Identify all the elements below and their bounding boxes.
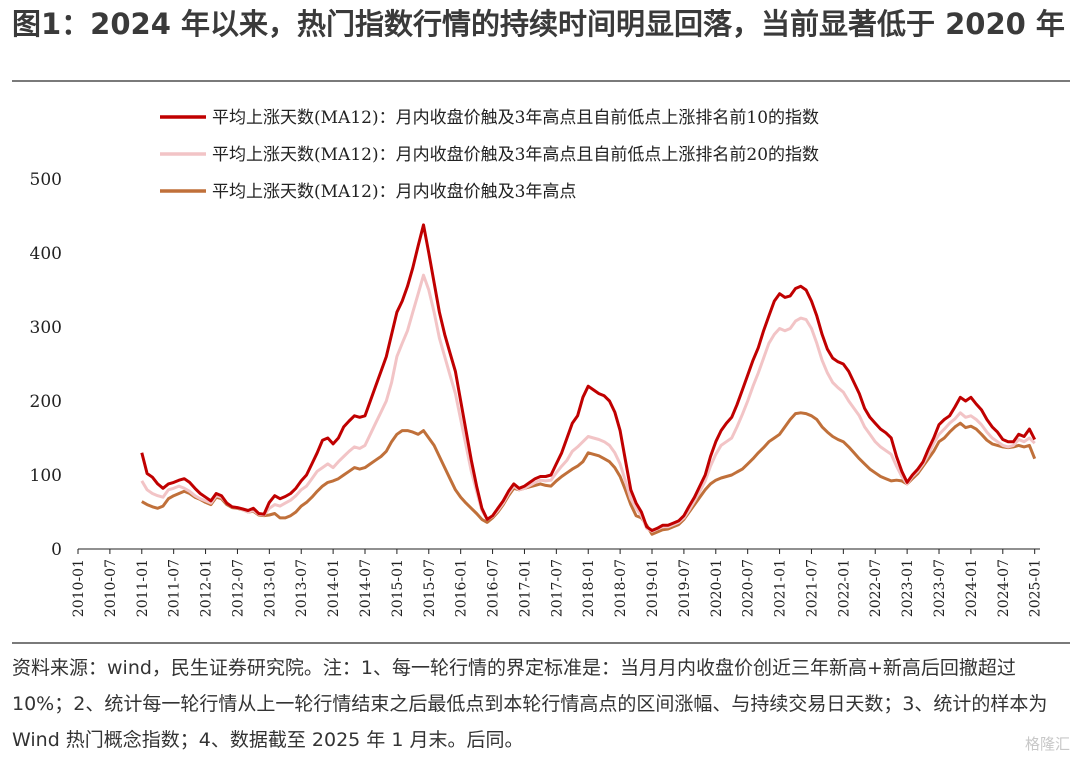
- x-tick-label: 2023-07: [932, 559, 948, 617]
- x-tick-label: 2018-07: [613, 559, 629, 617]
- y-tick-label: 400: [30, 244, 62, 264]
- x-tick-label: 2014-07: [358, 559, 374, 617]
- x-tick-label: 2023-01: [900, 559, 916, 617]
- x-tick-label: 2011-01: [135, 559, 151, 617]
- legend-label-3: 平均上涨天数(MA12)：月内收盘价触及3年高点: [212, 182, 576, 202]
- x-tick-label: 2015-01: [390, 559, 406, 617]
- x-tick-label: 2017-07: [549, 559, 565, 617]
- x-tick-label: 2010-01: [71, 559, 87, 617]
- y-tick-label: 100: [30, 466, 62, 486]
- series-top10-line: [140, 223, 1037, 532]
- x-tick-label: 2015-07: [422, 559, 438, 617]
- footer-divider: [12, 642, 1070, 644]
- x-tick-label: 2024-01: [964, 559, 980, 617]
- x-tick-label: 2012-01: [199, 559, 215, 617]
- x-tick-label: 2013-07: [294, 559, 310, 617]
- x-tick-label: 2024-07: [996, 559, 1012, 617]
- series-3yr-high-line: [141, 411, 1037, 536]
- x-tick-label: 2012-07: [230, 559, 246, 617]
- x-tick-label: 2016-07: [486, 559, 502, 617]
- title-divider: [12, 80, 1070, 82]
- x-tick-label: 2021-01: [773, 559, 789, 617]
- page-title: 图1：2024 年以来，热门指数行情的持续时间明显回落，当前显著低于 2020 …: [12, 7, 1065, 41]
- x-tick-label: 2011-07: [167, 559, 183, 617]
- x-tick-label: 2016-01: [454, 559, 470, 617]
- x-tick-label: 2020-01: [709, 559, 725, 617]
- x-tick-label: 2014-01: [326, 559, 342, 617]
- x-tick-label: 2022-01: [836, 559, 852, 617]
- y-tick-label: 500: [30, 170, 62, 190]
- line-chart: 0 100 200 300 400 500 2010-01 2010-07 2011-01 201…: [30, 108, 1044, 617]
- x-tick-label: 2010-07: [103, 559, 119, 617]
- watermark: 格隆汇: [1024, 735, 1070, 753]
- x-tick-label: 2017-01: [517, 559, 533, 617]
- series-top20-line: [140, 273, 1036, 533]
- legend-label-2: 平均上涨天数(MA12)：月内收盘价触及3年高点且自前低点上涨排名前20的指数: [212, 145, 819, 165]
- series-lines: [140, 223, 1037, 536]
- axes: 0 100 200 300 400 500 2010-01 2010-07 2011-01 201…: [30, 170, 1044, 617]
- legend: 平均上涨天数(MA12)：月内收盘价触及3年高点且自前低点上涨排名前10的指数平…: [160, 108, 819, 202]
- x-tick-label: 2019-07: [677, 559, 693, 617]
- x-tick-label: 2013-01: [262, 559, 278, 617]
- legend-label-1: 平均上涨天数(MA12)：月内收盘价触及3年高点且自前低点上涨排名前10的指数: [212, 108, 819, 128]
- y-tick-label: 200: [30, 392, 62, 412]
- y-tick-label: 300: [30, 318, 62, 338]
- y-tick-label: 0: [51, 540, 62, 560]
- footnote: 资料来源：wind，民生证券研究院。注：1、每一轮行情的界定标准是：当月月内收盘…: [12, 657, 1048, 751]
- x-tick-label: 2025-01: [1028, 559, 1044, 617]
- x-tick-label: 2022-07: [868, 559, 884, 617]
- x-tick-label: 2021-07: [804, 559, 820, 617]
- x-tick-label: 2018-01: [581, 559, 597, 617]
- x-tick-label: 2020-07: [741, 559, 757, 617]
- x-tick-label: 2019-01: [645, 559, 661, 617]
